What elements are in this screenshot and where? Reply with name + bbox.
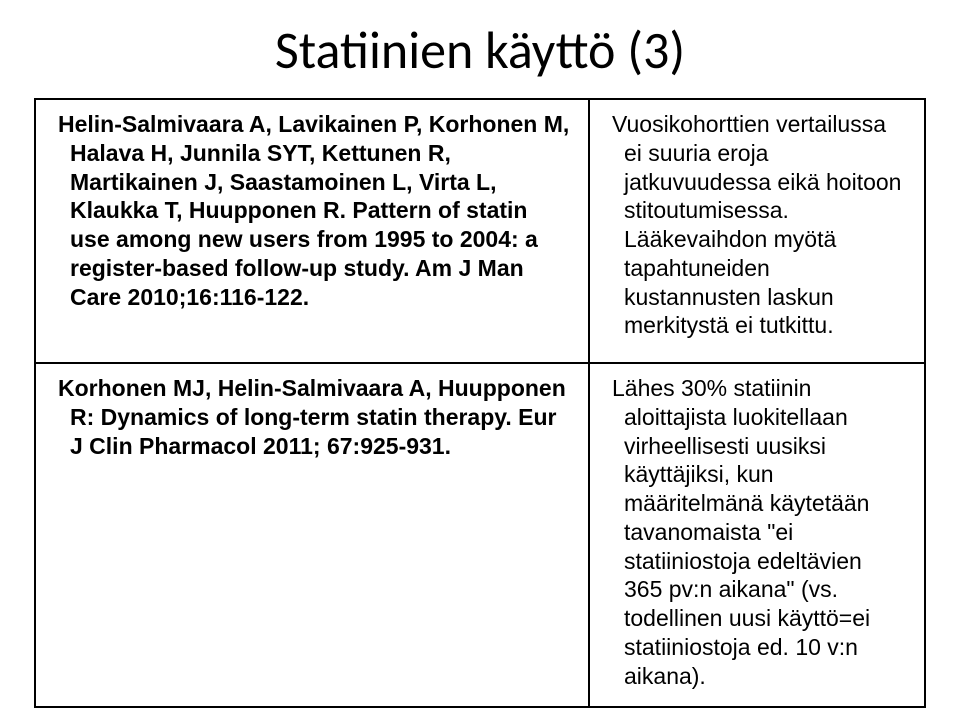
content-table: Helin-Salmivaara A, Lavikainen P, Korhon…	[34, 98, 926, 708]
table-row: Helin-Salmivaara A, Lavikainen P, Korhon…	[35, 99, 925, 363]
cell-text: Lähes 30% statiinin aloittajista luokite…	[624, 374, 906, 690]
cell-text: Korhonen MJ, Helin-Salmivaara A, Huuppon…	[70, 374, 570, 460]
slide-title: Statiinien käyttö (3)	[34, 18, 926, 82]
cell-left: Korhonen MJ, Helin-Salmivaara A, Huuppon…	[35, 363, 589, 707]
cell-text: Helin-Salmivaara A, Lavikainen P, Korhon…	[70, 110, 570, 311]
table-row: Korhonen MJ, Helin-Salmivaara A, Huuppon…	[35, 363, 925, 707]
cell-right: Vuosikohorttien vertailussa ei suuria er…	[589, 99, 925, 363]
cell-text: Vuosikohorttien vertailussa ei suuria er…	[624, 110, 906, 340]
cell-right: Lähes 30% statiinin aloittajista luokite…	[589, 363, 925, 707]
cell-left: Helin-Salmivaara A, Lavikainen P, Korhon…	[35, 99, 589, 363]
slide: Statiinien käyttö (3) Helin-Salmivaara A…	[0, 0, 960, 677]
